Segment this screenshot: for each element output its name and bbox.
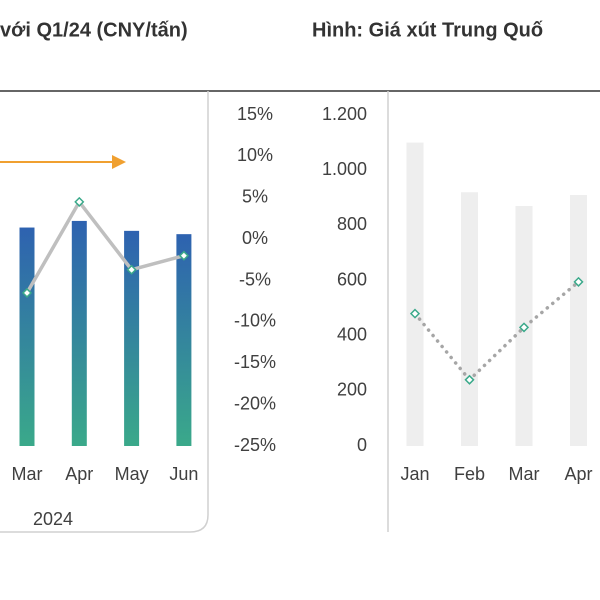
point-marker [21,287,33,298]
point-marker [464,374,475,385]
y-tick-label: 0% [242,228,268,248]
point-marker [126,264,137,275]
panel-border [0,91,209,533]
point-marker [178,250,189,261]
y-tick-label: 200 [337,380,367,400]
chart-title: Hình: Giá xút Trung Quố [312,19,543,41]
point-marker [409,308,421,319]
y-tick-label: 15% [237,104,273,124]
bar [406,142,424,447]
bar [71,220,87,446]
x-tick-label: Jun [169,464,198,484]
point-marker [74,196,85,207]
y-tick-label: -5% [239,269,271,289]
y-tick-label: 400 [337,324,367,344]
bar [176,234,192,446]
y-tick-label: 0 [357,435,367,455]
x-group-label: 2024 [33,509,73,529]
y-tick-label: -25% [234,435,276,455]
y-tick-label: 600 [337,269,367,289]
bar [570,194,587,446]
x-tick-label: Feb [454,464,485,484]
y-tick-label: -15% [234,352,276,372]
y-tick-label: 1.000 [322,159,367,179]
x-tick-label: Mar [12,464,43,484]
y-tick-label: -20% [234,393,276,413]
line [25,200,186,295]
line [413,280,581,382]
x-tick-label: Jan [400,464,429,484]
bar [461,192,478,446]
x-tick-label: Mar [509,464,540,484]
bar [124,230,140,446]
point-marker [573,276,584,287]
arrow-head [112,155,126,169]
chart-title: với Q1/24 (CNY/tấn) [0,19,188,41]
bar [19,227,35,446]
x-tick-label: May [115,464,149,484]
y-tick-label: 10% [237,145,273,165]
y-tick-label: 800 [337,214,367,234]
x-tick-label: Apr [65,464,93,484]
y-tick-label: 1.200 [322,104,367,124]
y-tick-label: -10% [234,311,276,331]
point-marker [518,322,530,333]
x-tick-label: Apr [564,464,592,484]
y-tick-label: 5% [242,187,268,207]
